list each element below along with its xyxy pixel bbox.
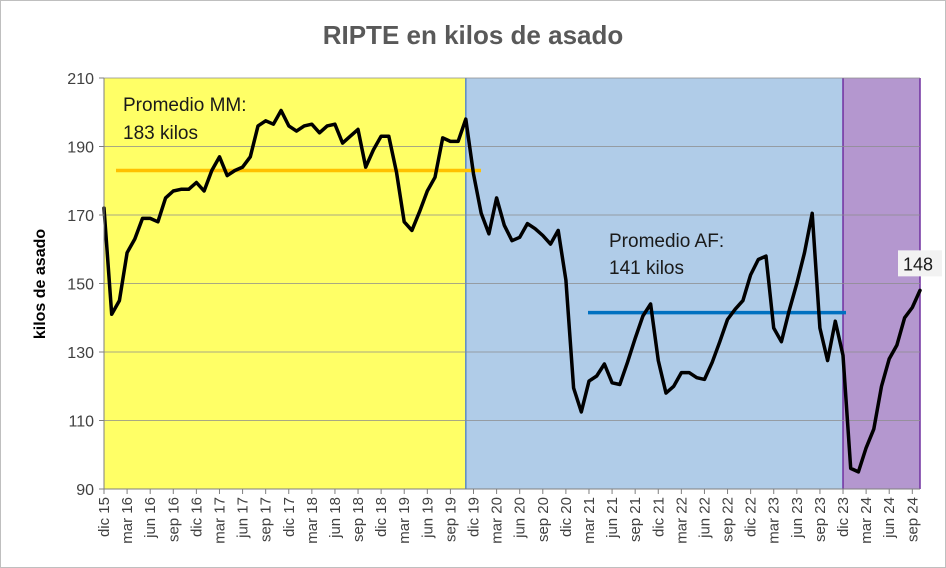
x-tick-label: dic 22 xyxy=(743,497,760,537)
x-tick-label: mar 20 xyxy=(489,497,506,544)
axes: 90 110 130 150 170 190 210 dic 15 mar 16 jun 16 se… xyxy=(67,71,921,544)
labels: Promedio MM: 183 kilos Promedio AF: 141 kil… xyxy=(123,95,942,279)
y-tick-label: 150 xyxy=(67,277,94,294)
y-tick-label: 90 xyxy=(76,482,94,499)
region-label-1: Promedio MM: xyxy=(123,95,247,116)
x-tick-label: jun 16 xyxy=(142,497,159,539)
x-tick-label: sep 23 xyxy=(812,497,829,542)
x-tick-label: mar 19 xyxy=(396,497,413,544)
region-value-label-1: 183 kilos xyxy=(123,123,198,144)
x-tick-label: mar 21 xyxy=(581,497,598,544)
x-tick-label: dic 15 xyxy=(96,497,113,537)
series-line xyxy=(102,108,922,474)
x-tick-label: dic 23 xyxy=(835,497,852,537)
x-tick-label: sep 20 xyxy=(535,497,552,542)
x-tick-label: jun 21 xyxy=(604,497,621,539)
y-tick-label: 110 xyxy=(68,414,94,431)
x-tick-label: mar 22 xyxy=(673,497,690,544)
x-tick-label: dic 19 xyxy=(466,497,483,537)
x-tick-label: jun 24 xyxy=(881,497,898,539)
x-tick-label: mar 18 xyxy=(304,497,321,544)
data-label-background xyxy=(898,250,942,277)
x-tick-label: jun 23 xyxy=(789,497,806,539)
series-layer xyxy=(102,108,922,474)
x-tick-label: jun 17 xyxy=(235,497,252,539)
y-axis-label: kilos de asado xyxy=(32,229,49,339)
region-value-label-2: 141 kilos xyxy=(609,258,684,279)
x-tick-label: dic 21 xyxy=(650,497,667,537)
x-tick-label: jun 20 xyxy=(512,497,529,539)
x-tick-label: sep 21 xyxy=(627,497,644,542)
y-tick-label: 190 xyxy=(67,140,94,157)
x-tick-label: jun 22 xyxy=(696,497,713,539)
y-tick-label: 170 xyxy=(67,208,94,225)
x-tick-label: mar 16 xyxy=(119,497,136,544)
x-tick-label: dic 16 xyxy=(188,497,205,537)
y-tick-label: 130 xyxy=(67,345,94,362)
x-tick-label: dic 17 xyxy=(281,497,298,537)
x-tick-label: mar 24 xyxy=(858,497,875,544)
x-tick-label: dic 18 xyxy=(373,497,390,537)
x-tick-label: sep 22 xyxy=(720,497,737,542)
x-tick-label: mar 23 xyxy=(766,497,783,544)
chart-title: RIPTE en kilos de asado xyxy=(323,20,624,50)
x-tick-label: mar 17 xyxy=(211,497,228,544)
y-tick-label: 210 xyxy=(67,71,94,88)
data-label-last-value: 148 xyxy=(903,254,933,274)
region-label-2: Promedio AF: xyxy=(609,231,724,252)
x-tick-label: sep 17 xyxy=(258,497,275,542)
x-tick-label: sep 24 xyxy=(904,497,921,542)
average-lines xyxy=(116,168,846,315)
x-tick-label: jun 19 xyxy=(419,497,436,539)
x-tick-label: sep 19 xyxy=(442,497,459,542)
x-tick-label: sep 16 xyxy=(165,497,182,542)
x-tick-label: jun 18 xyxy=(327,497,344,539)
x-tick-label: dic 20 xyxy=(558,497,575,537)
x-tick-label: sep 18 xyxy=(350,497,367,542)
